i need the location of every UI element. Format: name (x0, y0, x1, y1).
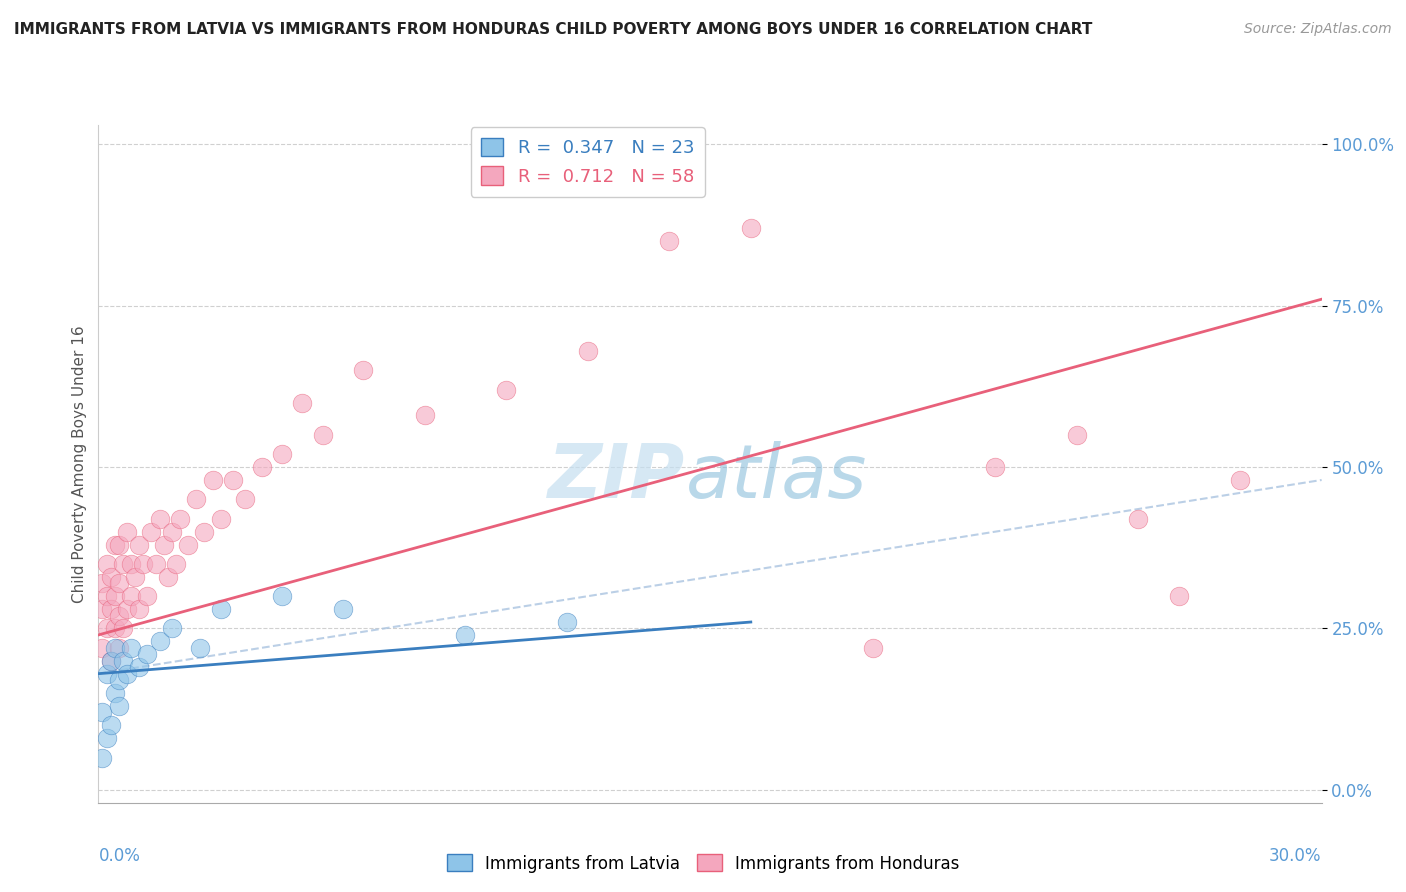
Point (1128, 512, 1150, 526)
Text: Source: ZipAtlas.com: Source: ZipAtlas.com (1244, 22, 1392, 37)
Point (169, 512, 191, 526)
Point (1167, 589, 1189, 603)
Point (111, 557, 134, 571)
Point (576, 343, 599, 358)
Point (96, 622, 118, 636)
Point (160, 622, 183, 636)
Point (1066, 427, 1088, 442)
Point (740, 221, 762, 235)
Point (100, 602, 122, 616)
Point (128, 537, 150, 551)
Point (165, 557, 187, 571)
Text: 0.0%: 0.0% (98, 847, 141, 865)
Point (91, 750, 114, 764)
Point (108, 673, 131, 687)
Point (188, 640, 212, 655)
Point (145, 557, 167, 571)
Point (312, 427, 335, 442)
Point (413, 409, 436, 423)
Point (250, 460, 273, 475)
Point (100, 718, 122, 732)
Point (160, 524, 183, 539)
Point (149, 634, 172, 648)
Point (120, 589, 142, 603)
Point (209, 602, 232, 616)
Point (100, 570, 122, 584)
Point (332, 602, 354, 616)
Point (177, 537, 200, 551)
Legend: Immigrants from Latvia, Immigrants from Honduras: Immigrants from Latvia, Immigrants from … (440, 847, 966, 880)
Point (984, 460, 1007, 475)
Point (108, 698, 131, 713)
Point (120, 557, 142, 571)
Point (454, 628, 477, 642)
Point (193, 524, 215, 539)
Point (96, 731, 118, 746)
Point (136, 589, 159, 603)
Text: IMMIGRANTS FROM LATVIA VS IMMIGRANTS FROM HONDURAS CHILD POVERTY AMONG BOYS UNDE: IMMIGRANTS FROM LATVIA VS IMMIGRANTS FRO… (14, 22, 1092, 37)
Point (1229, 473, 1251, 487)
Point (658, 234, 681, 248)
Point (91, 706, 114, 720)
Point (152, 537, 174, 551)
Point (108, 608, 131, 623)
Point (222, 473, 245, 487)
Y-axis label: Child Poverty Among Boys Under 16: Child Poverty Among Boys Under 16 (72, 325, 87, 603)
Point (124, 570, 146, 584)
Text: 30.0%: 30.0% (1270, 847, 1322, 865)
Text: ZIP: ZIP (548, 441, 686, 514)
Point (108, 576, 131, 591)
Point (91, 640, 114, 655)
Point (104, 537, 127, 551)
Point (100, 654, 122, 668)
Point (233, 492, 256, 507)
Point (115, 602, 138, 616)
Point (352, 363, 374, 377)
Text: atlas: atlas (686, 442, 868, 514)
Point (111, 622, 134, 636)
Point (862, 640, 884, 655)
Point (201, 473, 224, 487)
Point (120, 640, 142, 655)
Legend: R =  0.347   N = 23, R =  0.712   N = 58: R = 0.347 N = 23, R = 0.712 N = 58 (471, 128, 704, 196)
Point (91, 602, 114, 616)
Point (91, 576, 114, 591)
Point (111, 654, 134, 668)
Point (270, 589, 294, 603)
Point (96, 666, 118, 681)
Point (136, 648, 159, 662)
Point (104, 640, 127, 655)
Point (141, 524, 163, 539)
Point (186, 492, 208, 507)
Point (128, 602, 150, 616)
Point (149, 512, 172, 526)
Point (555, 615, 579, 629)
Point (104, 686, 127, 700)
Point (100, 654, 122, 668)
Point (115, 524, 138, 539)
Point (128, 660, 150, 674)
Point (108, 640, 131, 655)
Point (132, 557, 155, 571)
Point (495, 383, 517, 397)
Point (270, 447, 294, 461)
Point (96, 589, 118, 603)
Point (96, 557, 118, 571)
Point (104, 622, 127, 636)
Point (291, 395, 314, 409)
Point (108, 537, 131, 551)
Point (115, 666, 138, 681)
Point (209, 512, 232, 526)
Point (104, 589, 127, 603)
Point (156, 570, 179, 584)
